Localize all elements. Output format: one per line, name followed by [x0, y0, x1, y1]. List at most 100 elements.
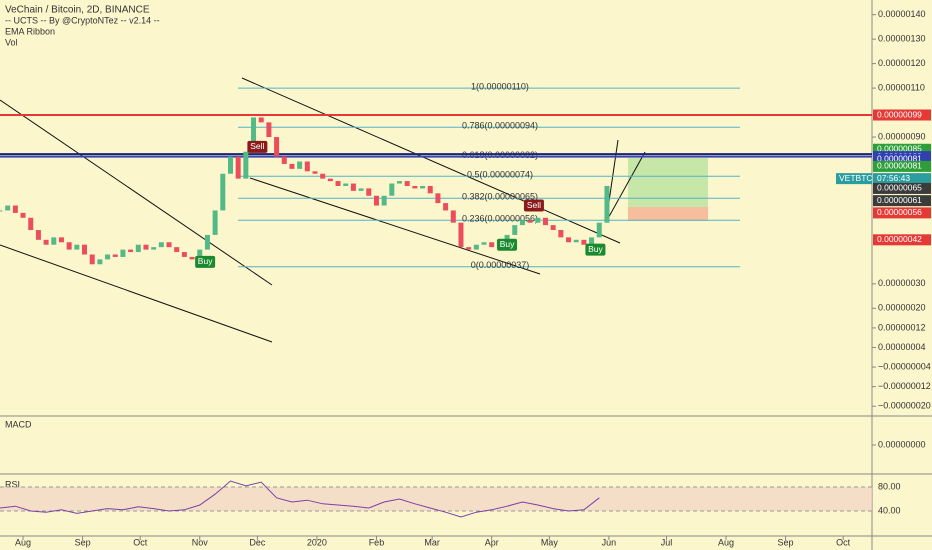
fib-label: 0.786(0.00000094)	[462, 121, 538, 131]
x-tick-label: Nov	[192, 537, 209, 547]
trend-line	[0, 99, 273, 286]
target-zone	[628, 158, 708, 207]
x-tick-label: Oct	[133, 537, 148, 547]
x-tick-label: Aug	[718, 537, 734, 547]
candle	[166, 242, 172, 248]
signal-label: Buy	[500, 239, 515, 249]
signal-box	[247, 140, 268, 153]
price-tag	[873, 153, 931, 165]
price-tag-label: 0.00000056	[877, 207, 922, 217]
candle	[450, 210, 456, 223]
candle	[158, 242, 164, 248]
signal-box	[585, 243, 606, 256]
candle	[28, 217, 34, 231]
candle	[566, 237, 572, 243]
candle	[535, 217, 541, 223]
candle	[504, 234, 510, 240]
price-tag	[873, 143, 931, 155]
candle	[266, 122, 272, 138]
candle	[204, 234, 210, 250]
candle	[550, 225, 556, 231]
candle	[97, 259, 103, 265]
price-tag-label: 0.00000081	[877, 153, 922, 163]
candle	[20, 212, 26, 218]
panel-title: RSI	[5, 479, 20, 489]
trend-line	[0, 244, 273, 343]
signal-box	[195, 255, 216, 268]
price-tag-label: 0.00000061	[877, 195, 922, 205]
candle	[542, 217, 548, 226]
candle	[343, 183, 349, 186]
candle	[66, 242, 72, 250]
candle	[397, 181, 403, 184]
trend-line	[605, 151, 646, 223]
x-tick-label: Feb	[369, 537, 385, 547]
candle	[604, 185, 610, 223]
fib-label: 0.382(0.00000065)	[462, 192, 538, 202]
candle	[235, 156, 241, 179]
x-tick-label: Oct	[836, 537, 851, 547]
y-tick-label: −0.00000004	[878, 361, 931, 371]
price-tag-label: 0.00000081	[877, 161, 922, 171]
candle	[212, 210, 218, 235]
x-tick-label: 2020	[307, 537, 327, 547]
candle	[335, 181, 341, 186]
y-tick-label: 0.00000000	[878, 439, 926, 449]
candle	[443, 203, 449, 211]
candle	[389, 183, 395, 196]
candle	[120, 249, 126, 257]
candle	[74, 244, 80, 250]
x-tick-label: Sep	[75, 537, 91, 547]
candle	[596, 222, 602, 238]
candle	[481, 242, 487, 245]
candle	[128, 249, 134, 253]
y-tick-label: 0.00000012	[878, 322, 926, 332]
y-tick-label: −0.00000020	[878, 401, 931, 411]
signal-label: Buy	[198, 256, 213, 266]
signal-box	[523, 199, 544, 212]
candle	[581, 239, 587, 245]
candle	[43, 239, 49, 245]
x-tick-label: Aug	[15, 537, 31, 547]
candle	[573, 239, 579, 243]
price-tag-label: 0.00000042	[877, 234, 922, 244]
candle	[404, 181, 410, 186]
candle	[274, 137, 280, 157]
candle	[312, 171, 318, 174]
candle	[0, 210, 3, 212]
y-tick-label: 0.00000030	[878, 278, 926, 288]
rsi-band	[0, 487, 872, 511]
candle	[381, 195, 387, 206]
price-tag	[873, 173, 931, 185]
fib-label: 0.5(0.00000074)	[467, 170, 533, 180]
signal-label: Sell	[250, 141, 264, 151]
candle	[527, 220, 533, 223]
candle	[258, 117, 264, 123]
price-tag-label: 0.00000099	[877, 109, 922, 119]
candle	[174, 247, 180, 253]
x-tick-label: Mar	[424, 537, 440, 547]
candle	[412, 185, 418, 189]
candle	[35, 230, 41, 240]
indicator-label: -- UCTS -- By @CryptoNTez -- v2.14 --	[5, 15, 160, 25]
y-tick-label: 40.00	[878, 505, 901, 515]
candle	[519, 220, 525, 226]
price-tag-label: 0.00000085	[877, 144, 922, 154]
candle	[420, 185, 426, 189]
signal-label: Buy	[588, 244, 603, 254]
price-tag-label: 0.00000065	[877, 183, 922, 193]
candle	[243, 151, 249, 179]
x-tick-label: Jun	[602, 537, 617, 547]
x-tick-label: Jul	[661, 537, 673, 547]
candle	[350, 183, 356, 191]
candle	[304, 161, 310, 172]
x-tick-label: May	[541, 537, 559, 547]
fib-label: 0(0.00000037)	[471, 260, 530, 270]
candle	[12, 205, 18, 213]
price-tag	[873, 195, 931, 207]
candle	[297, 161, 303, 169]
y-tick-label: −0.00000012	[878, 381, 931, 391]
candle	[489, 242, 495, 248]
